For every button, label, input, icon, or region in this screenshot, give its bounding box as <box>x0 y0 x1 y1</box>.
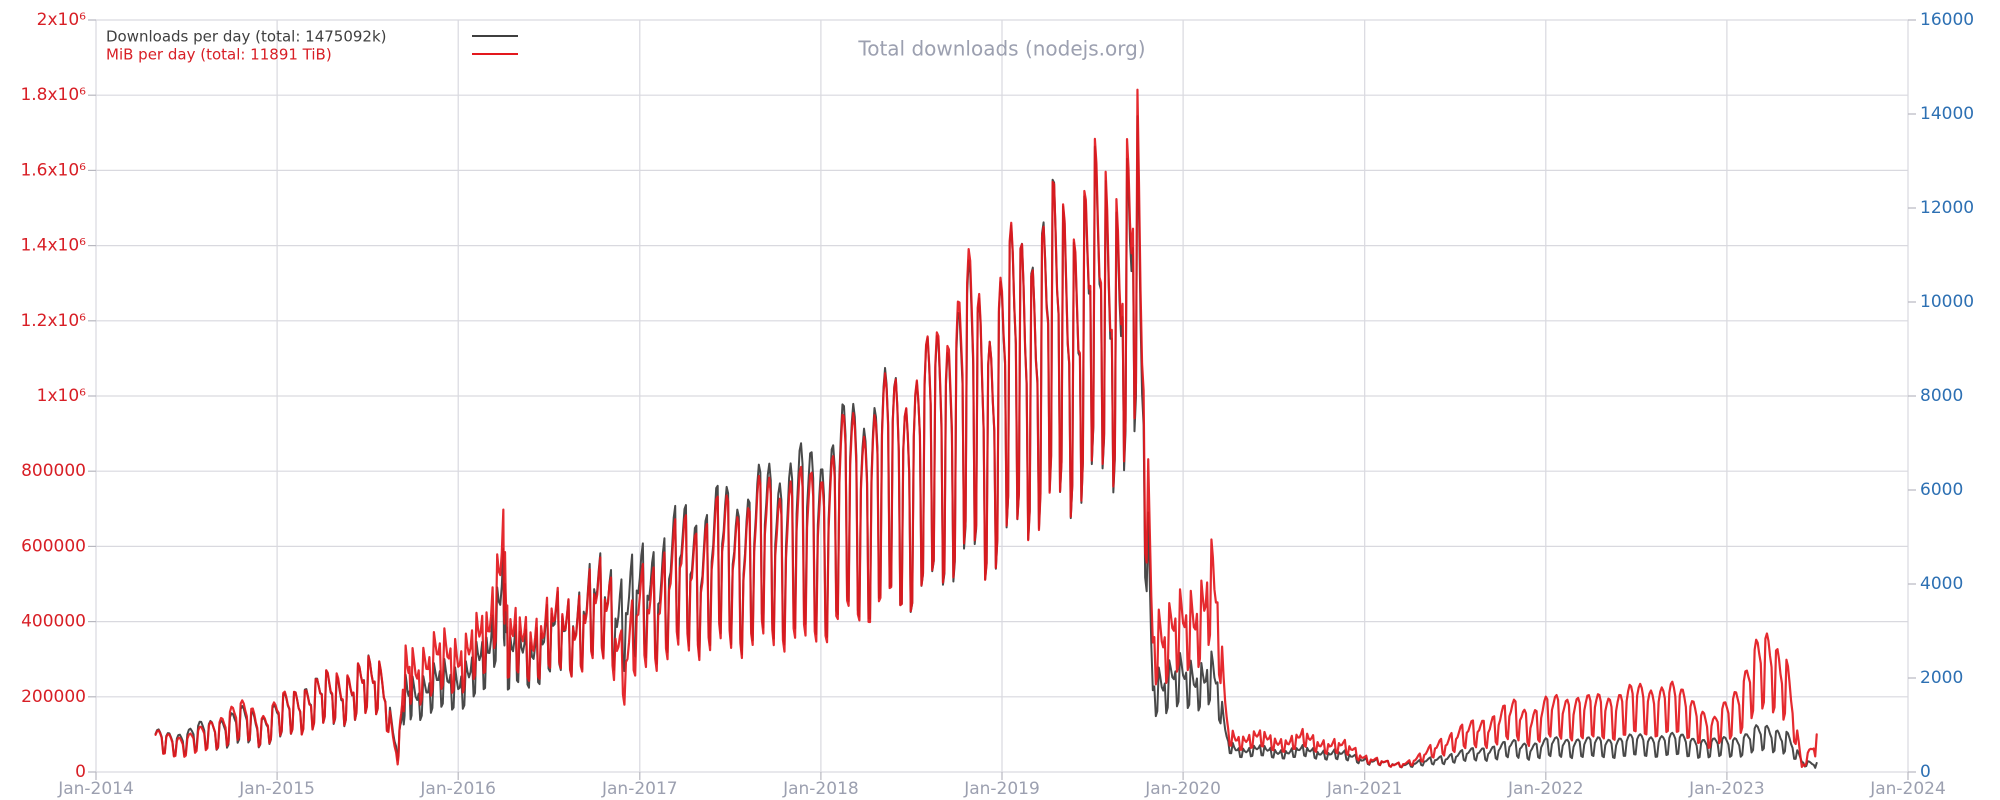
right-axis-tick-label: 8000 <box>1920 386 1963 406</box>
mib-series-line <box>154 88 1818 769</box>
left-axis-tick-label: 1x10⁶ <box>37 386 87 406</box>
right-axis-tick-label: 6000 <box>1920 480 1963 500</box>
left-axis-tick-label: 2x10⁶ <box>37 10 87 30</box>
right-axis-tick-label: 4000 <box>1920 574 1963 594</box>
right-axis-tick-label: 10000 <box>1920 292 1974 312</box>
chart-title: Total downloads (nodejs.org) <box>857 37 1145 61</box>
x-axis-tick-label: Jan-2017 <box>601 779 678 799</box>
series-layer <box>154 88 1818 769</box>
right-axis-tick-label: 14000 <box>1920 104 1974 124</box>
x-axis-tick-label: Jan-2023 <box>1688 779 1765 799</box>
x-axis-tick-label: Jan-2016 <box>419 779 496 799</box>
x-axis-tick-label: Jan-2020 <box>1144 779 1221 799</box>
legend-label-mib: MiB per day (total: 11891 TiB) <box>106 46 332 64</box>
left-axis-tick-label: 200000 <box>21 687 86 707</box>
left-axis-tick-label: 1.4x10⁶ <box>20 236 86 256</box>
left-axis-tick-label: 800000 <box>21 461 86 481</box>
axes-layer: 0 200000 400000 600000 800000 1x10⁶ 1.2x10⁶ 1.4… <box>20 10 1974 799</box>
x-axis-tick-label: Jan-2018 <box>782 779 859 799</box>
left-axis-tick-label: 1.6x10⁶ <box>20 160 86 180</box>
left-axis-tick-label: 600000 <box>21 536 86 556</box>
x-axis-tick-label: Jan-2015 <box>238 779 315 799</box>
left-axis-tick-label: 1.8x10⁶ <box>20 85 86 105</box>
x-axis-tick-label: Jan-2014 <box>57 779 134 799</box>
legend-layer: Total downloads (nodejs.org) Downloads pe… <box>106 28 1146 64</box>
x-axis-tick-label: Jan-2021 <box>1326 779 1403 799</box>
x-axis-tick-label: Jan-2024 <box>1869 779 1946 799</box>
x-axis-tick-label: Jan-2019 <box>963 779 1040 799</box>
right-axis-tick-label: 2000 <box>1920 668 1963 688</box>
left-axis-tick-label: 400000 <box>21 612 86 632</box>
left-axis-tick-label: 0 <box>75 762 86 782</box>
left-axis-tick-label: 1.2x10⁶ <box>20 311 86 331</box>
x-axis-tick-label: Jan-2022 <box>1507 779 1584 799</box>
right-axis-tick-label: 12000 <box>1920 198 1974 218</box>
legend-label-downloads: Downloads per day (total: 1475092k) <box>106 28 387 46</box>
right-axis-tick-label: 16000 <box>1920 10 1974 30</box>
right-axis-tick-label: 0 <box>1920 762 1931 782</box>
